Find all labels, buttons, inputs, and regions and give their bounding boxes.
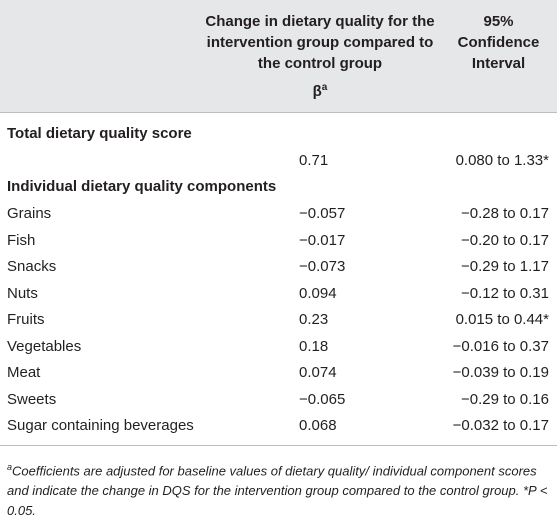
component-ci-value: 0.015 to 0.44* — [455, 311, 549, 328]
section-title-components: Individual dietary quality components — [7, 178, 277, 195]
component-beta-value: 0.074 — [299, 364, 337, 381]
component-label: Sweets — [7, 390, 57, 408]
component-label: Nuts — [7, 284, 38, 302]
table-row: Fish −0.017 −0.20 to 0.17 — [0, 228, 557, 254]
footnote: aCoefficients are adjusted for baseline … — [7, 457, 552, 521]
total-beta-value: 0.71 — [299, 152, 329, 169]
footnote-marker: a — [7, 462, 13, 472]
header-beta-symbol: βa — [200, 82, 440, 100]
table-row: Snacks −0.073 −0.29 to 1.17 — [0, 254, 557, 280]
table-row: Vegetables 0.18 −0.016 to 0.37 — [0, 334, 557, 360]
component-label: Vegetables — [7, 337, 82, 355]
total-ci-value: 0.080 to 1.33* — [455, 152, 549, 169]
component-label: Fish — [7, 231, 36, 249]
component-beta-value: 0.18 — [299, 337, 329, 355]
footnote-text: Coefficients are adjusted for baseline v… — [7, 463, 548, 519]
component-ci-value: −0.29 to 0.16 — [461, 390, 549, 408]
table-header: Change in dietary quality for the interv… — [0, 0, 557, 112]
component-label: Meat — [7, 364, 41, 381]
component-beta-value: −0.057 — [299, 205, 346, 222]
table-row-total: 0.71 0.080 to 1.33* — [0, 148, 557, 174]
component-beta-value: 0.068 — [299, 417, 337, 434]
beta-symbol: β — [312, 83, 322, 100]
header-change-column: Change in dietary quality for the interv… — [205, 13, 435, 72]
component-ci-value: −0.28 to 0.17 — [461, 205, 549, 222]
component-beta-value: −0.073 — [299, 258, 346, 275]
table-row: Grains −0.057 −0.28 to 0.17 — [0, 201, 557, 227]
table-row: Meat 0.074 −0.039 to 0.19 — [0, 360, 557, 386]
section-title-total: Total dietary quality score — [7, 125, 192, 142]
header-divider — [0, 112, 557, 113]
table-row: Sweets −0.065 −0.29 to 0.16 — [0, 387, 557, 413]
header-ci-column: 95% Confidence Interval — [457, 13, 540, 72]
component-beta-value: 0.094 — [299, 284, 337, 302]
component-ci-value: −0.29 to 1.17 — [461, 258, 549, 275]
component-ci-value: −0.20 to 0.17 — [461, 231, 549, 249]
component-ci-value: −0.12 to 0.31 — [461, 284, 549, 302]
component-ci-value: −0.016 to 0.37 — [452, 337, 549, 355]
component-ci-value: −0.032 to 0.17 — [452, 417, 549, 434]
component-label: Fruits — [7, 311, 45, 328]
table-row: Nuts 0.094 −0.12 to 0.31 — [0, 281, 557, 307]
component-label: Grains — [7, 205, 52, 222]
footer-divider — [0, 445, 557, 446]
component-beta-value: −0.017 — [299, 231, 346, 249]
component-beta-value: −0.065 — [299, 390, 346, 408]
table-row: Fruits 0.23 0.015 to 0.44* — [0, 307, 557, 333]
component-beta-value: 0.23 — [299, 311, 329, 328]
beta-superscript: a — [321, 82, 328, 93]
component-ci-value: −0.039 to 0.19 — [452, 364, 549, 381]
component-label: Sugar containing beverages — [7, 417, 194, 434]
component-label: Snacks — [7, 258, 57, 275]
table-row: Sugar containing beverages 0.068 −0.032 to… — [0, 413, 557, 439]
